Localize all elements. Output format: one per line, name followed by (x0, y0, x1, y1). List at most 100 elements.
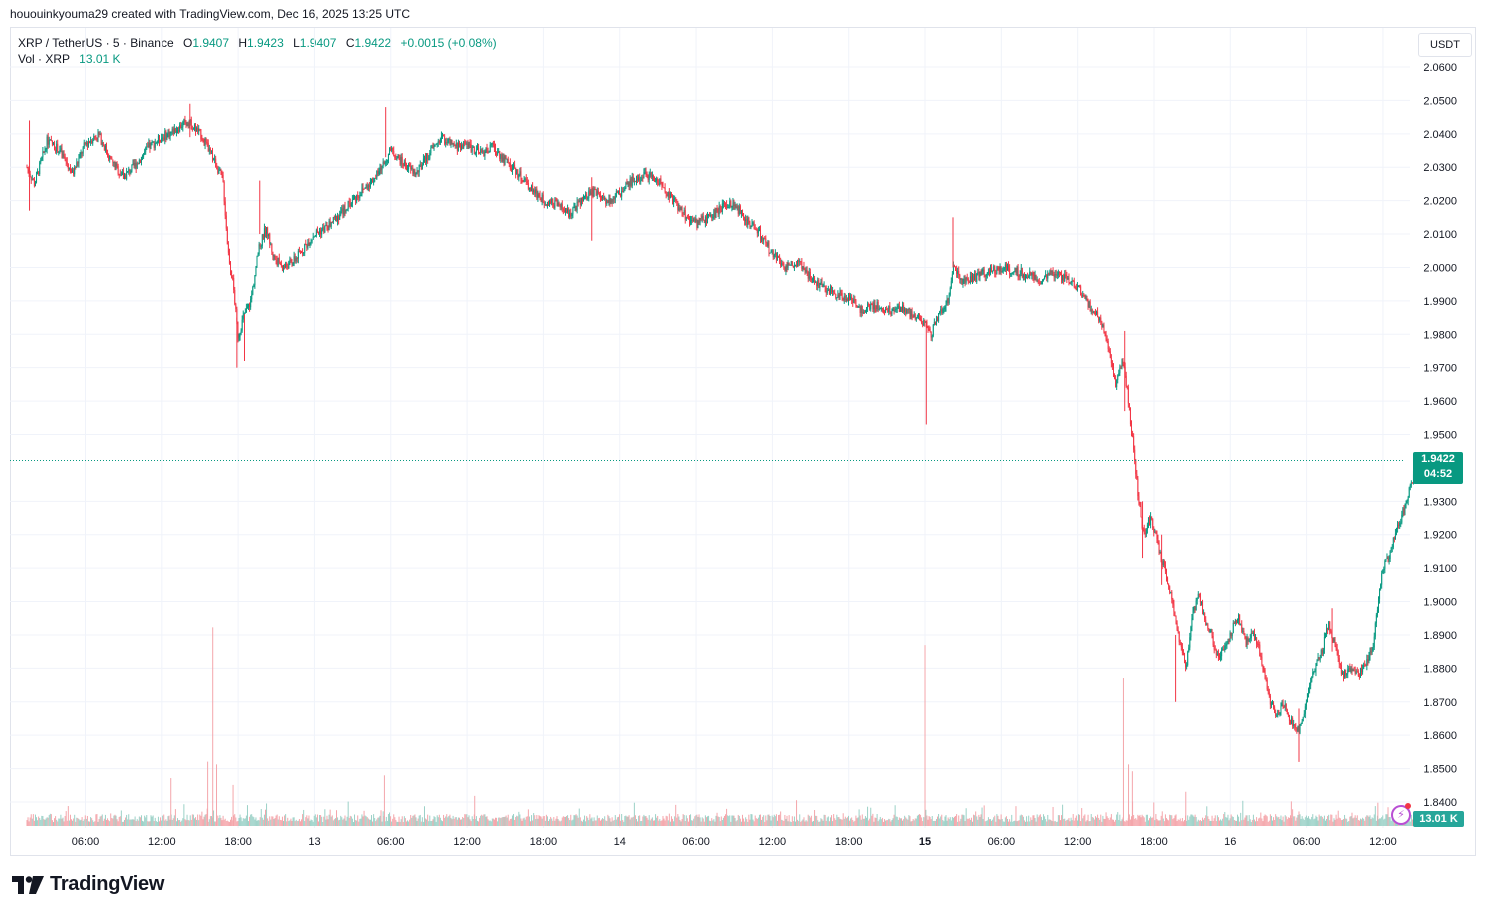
volume-bar (218, 818, 220, 826)
volume-bar (782, 820, 784, 826)
candle-body (723, 203, 725, 205)
volume-bar (1093, 819, 1095, 826)
candle-body (219, 169, 221, 171)
volume-bar (745, 817, 747, 826)
volume-bar (344, 815, 346, 826)
candle-body (480, 149, 482, 153)
volume-bar (1222, 818, 1224, 826)
volume-bar (1084, 814, 1086, 826)
volume-bar (640, 821, 642, 826)
volume-bar (1362, 817, 1364, 826)
candle-body (533, 189, 535, 192)
candle-body (531, 185, 533, 192)
candle-body (121, 172, 123, 176)
candle-body (1011, 273, 1013, 275)
volume-bar (623, 821, 625, 826)
volume-bar (939, 818, 941, 826)
volume-bar (379, 815, 381, 826)
volume-bar (259, 817, 261, 826)
candle-body (320, 230, 322, 235)
candle-body (993, 266, 995, 271)
volume-bar (633, 802, 635, 826)
candle-body (1054, 274, 1056, 278)
candle-body (39, 162, 41, 175)
volume-bar (712, 820, 714, 826)
candle-body (1126, 386, 1128, 388)
candle-body (120, 175, 122, 177)
candle-body (127, 171, 129, 173)
candle-body (729, 201, 731, 208)
candle-body (95, 136, 97, 138)
candle-body (1304, 706, 1306, 714)
volume-bar (707, 816, 709, 826)
candle-body (783, 263, 785, 268)
candle-body (736, 206, 738, 208)
volume-bar (387, 814, 389, 826)
candle-body (1335, 645, 1337, 648)
time-tick-label: 13 (308, 836, 320, 848)
volume-bar (400, 819, 402, 826)
candle-body (831, 286, 833, 292)
volume-bar (698, 814, 700, 826)
volume-bar (432, 819, 434, 826)
volume-bar (571, 820, 573, 826)
volume-bar (875, 817, 877, 826)
volume-bar (1058, 815, 1060, 826)
volume-bar (997, 815, 999, 826)
volume-bar (858, 809, 860, 826)
volume-bar (522, 818, 524, 826)
volume-bar (1338, 817, 1340, 826)
candle-body (330, 222, 332, 227)
candle-body (731, 206, 733, 208)
candle-body (735, 204, 737, 208)
candle-body (1350, 668, 1352, 672)
volume-bar (401, 816, 403, 826)
volume-bar (237, 820, 239, 826)
volume-label[interactable]: Vol · XRP (18, 52, 70, 66)
volume-bar (69, 814, 71, 826)
candle-body (45, 149, 47, 151)
candle-body (267, 227, 269, 237)
candle-body (908, 308, 910, 310)
candle-body (523, 179, 525, 183)
volume-bar (639, 815, 641, 826)
candle-body (1411, 482, 1413, 484)
volume-bar (665, 815, 667, 826)
candle-body (1353, 669, 1355, 671)
volume-bar (448, 816, 450, 826)
candle-body (740, 210, 742, 214)
symbol-name[interactable]: XRP / TetherUS · 5 · Binance (18, 36, 174, 50)
volume-bar (90, 817, 92, 826)
volume-bar (1348, 821, 1350, 826)
volume-bar (813, 821, 815, 826)
candle-body (628, 182, 630, 186)
candle-body (1398, 524, 1400, 526)
tradingview-logo[interactable]: TradingView (12, 873, 164, 896)
volume-bar (1106, 816, 1108, 826)
lightning-icon[interactable]: ⚡ (1391, 805, 1411, 825)
volume-bar (1182, 821, 1184, 826)
volume-bars (26, 627, 1419, 826)
volume-bar (1029, 821, 1031, 826)
volume-bar (612, 820, 614, 826)
currency-selector[interactable]: USDT (1418, 33, 1472, 57)
volume-bar (987, 817, 989, 826)
volume-bar (906, 818, 908, 826)
candle-body (1068, 278, 1070, 283)
volume-bar (1245, 815, 1247, 826)
candle-body (1212, 636, 1214, 646)
volume-bar (1367, 815, 1369, 826)
candle-body (525, 178, 527, 181)
candle-body (788, 262, 790, 266)
volume-bar (1281, 820, 1283, 826)
volume-bar (498, 817, 500, 826)
candle-body (619, 190, 621, 194)
price-tick-label: 2.0600 (1423, 62, 1457, 74)
candle-body (692, 220, 694, 222)
candle-body (1381, 573, 1383, 585)
volume-bar (268, 820, 270, 826)
candle-body (761, 237, 763, 240)
volume-bar (568, 818, 570, 826)
volume-bar (1213, 818, 1215, 826)
